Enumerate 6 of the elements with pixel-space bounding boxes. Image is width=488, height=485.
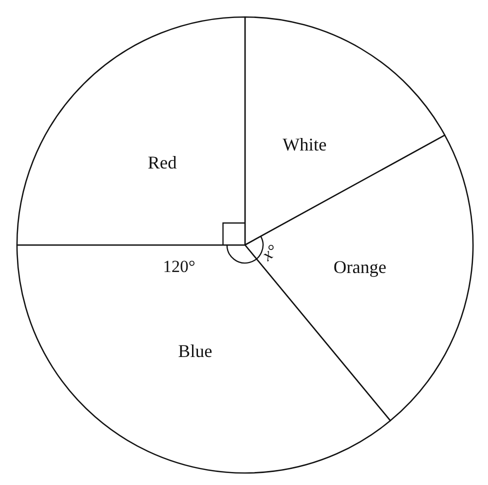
slice-label: White — [282, 134, 327, 154]
slice-label: Orange — [333, 256, 386, 277]
text: x° — [258, 240, 282, 266]
text: 120° — [163, 257, 196, 277]
slice-label: Red — [148, 152, 177, 172]
slice-label: Blue — [178, 340, 212, 361]
